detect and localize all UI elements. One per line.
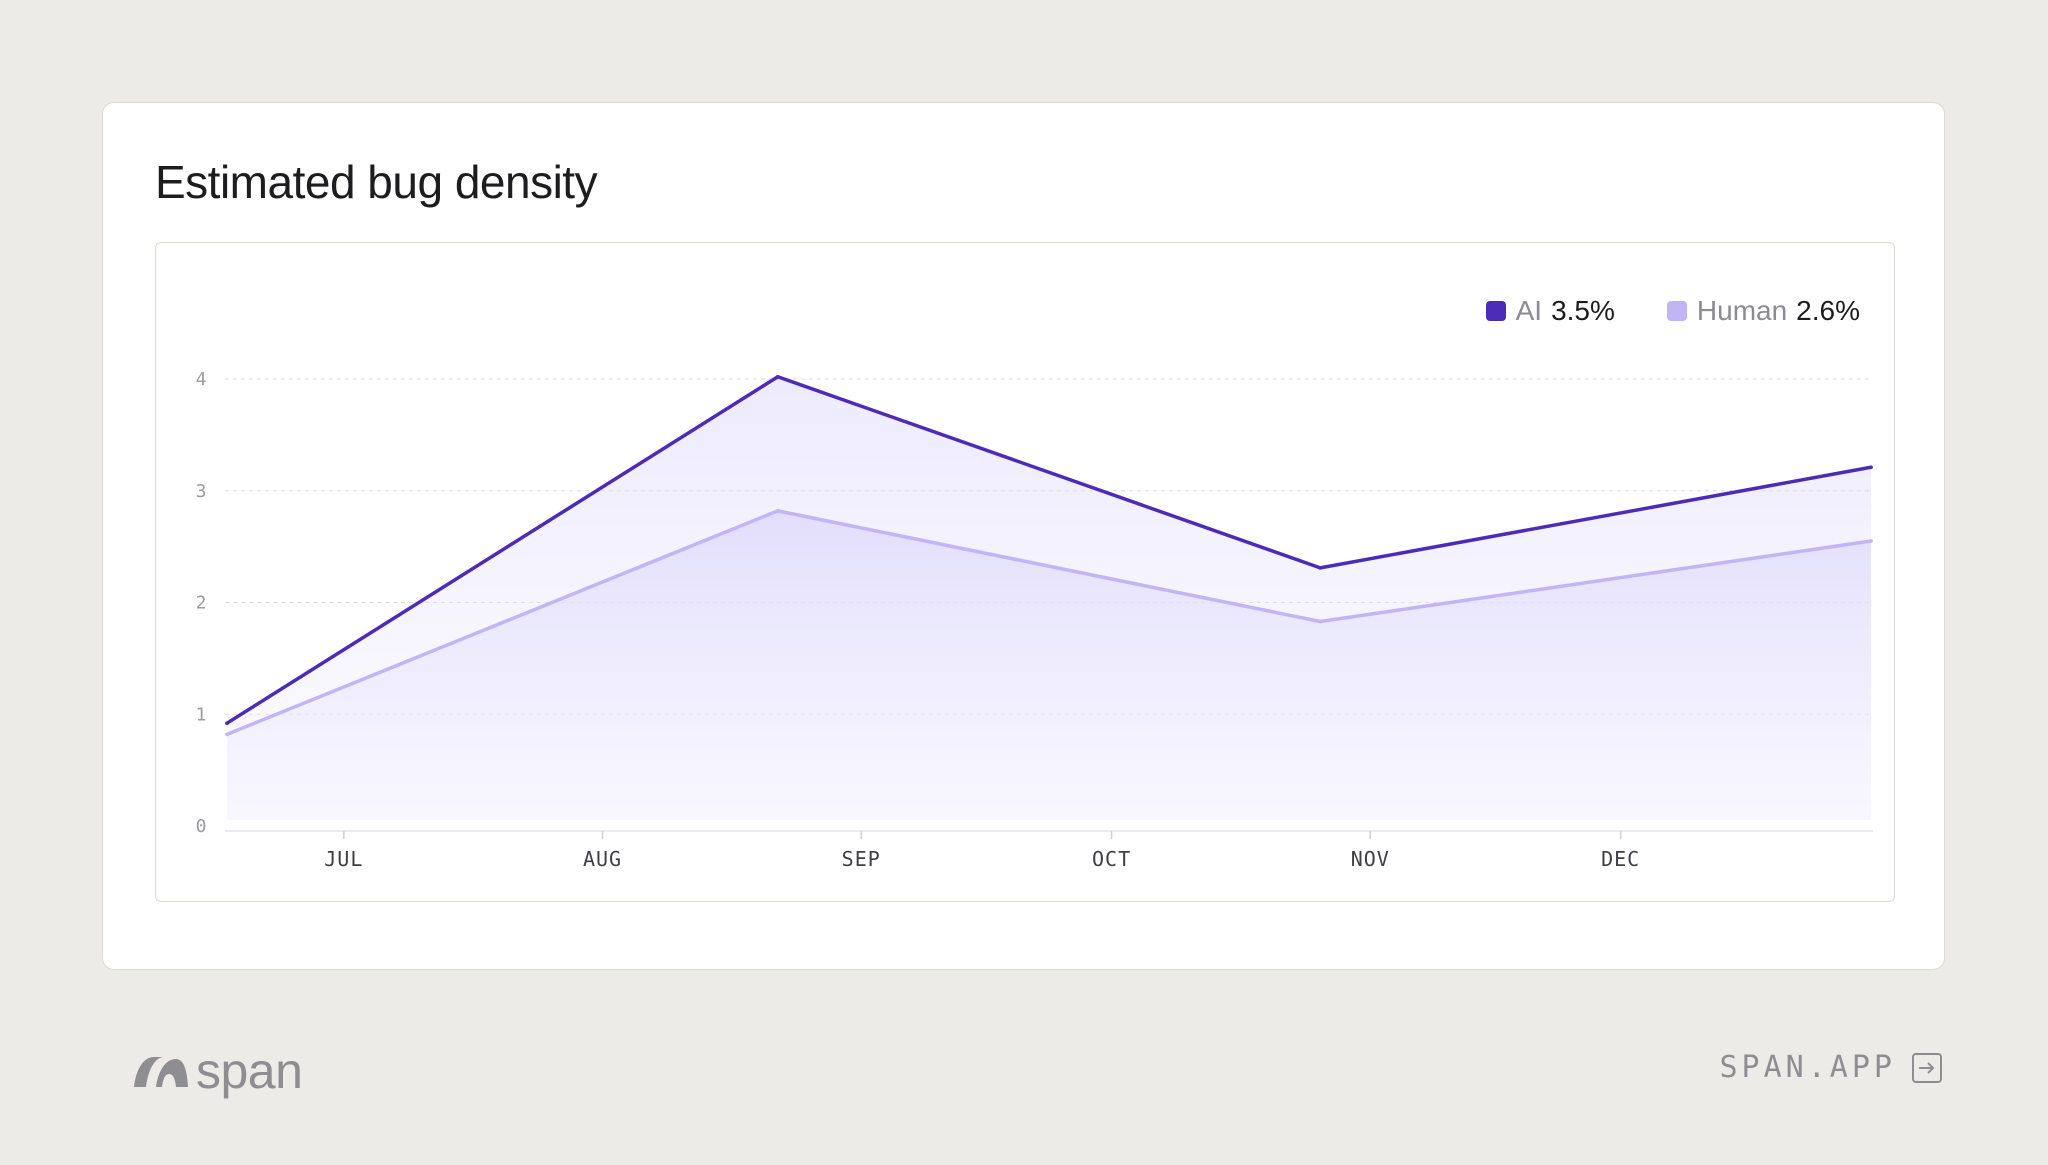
legend-label-ai: AI [1515, 295, 1543, 326]
y-tick-label-2: 2 [196, 593, 207, 614]
x-tick-label-dec: DEC [1601, 847, 1640, 871]
x-tick-label-nov: NOV [1351, 847, 1390, 871]
y-tick-label-1: 1 [196, 704, 207, 725]
area-human [227, 510, 1871, 820]
legend-item-ai[interactable]: AI 3.5% [1485, 295, 1615, 327]
data-point-ai-0 [225, 721, 229, 725]
x-tick-label-aug: AUG [583, 847, 622, 871]
series-line-ai [225, 375, 1873, 725]
site-link[interactable]: SPAN.APP [1719, 1050, 1942, 1085]
legend-swatch-human [1666, 301, 1687, 321]
data-point-ai-3 [1869, 465, 1873, 470]
external-link-icon [1912, 1052, 1942, 1083]
series-line-human [225, 509, 1873, 737]
y-tick-label-4: 4 [196, 369, 207, 390]
x-tick-label-sep: SEP [842, 847, 881, 871]
data-point-human-2 [1318, 619, 1323, 624]
data-point-ai-1 [775, 374, 780, 379]
span-logo-icon [134, 1057, 188, 1087]
x-tick-label-oct: OCT [1092, 847, 1131, 871]
x-tick-label-jul: JUL [324, 847, 363, 871]
y-tick-label-0: 0 [196, 816, 207, 837]
chart-card: Estimated bug density 0 1 2 3 4 JUL AUG SEP OCT N… [102, 102, 1945, 970]
legend-label-human: Human [1696, 295, 1788, 326]
legend-item-human[interactable]: Human 2.6% [1666, 295, 1860, 327]
legend-value-human: 2.6% [1796, 295, 1860, 326]
legend-swatch-ai [1485, 301, 1506, 321]
data-point-human-3 [1869, 539, 1873, 543]
site-url: SPAN.APP [1719, 1050, 1896, 1085]
legend-value-ai: 3.5% [1551, 295, 1615, 326]
data-point-human-1 [775, 509, 780, 513]
brand-name: span [196, 1043, 303, 1099]
data-point-ai-2 [1318, 566, 1323, 570]
brand[interactable]: span [132, 1042, 303, 1100]
chart-frame: 0 1 2 3 4 JUL AUG SEP OCT NOV DEC AI 3.5% Human 2.… [155, 242, 1895, 902]
chart-title: Estimated bug density [155, 156, 598, 208]
line-chart: 0 1 2 3 4 JUL AUG SEP OCT NOV DEC [196, 369, 1873, 871]
data-point-human-0 [225, 732, 229, 737]
y-tick-label-3: 3 [196, 481, 207, 502]
chart-legend: AI 3.5% Human 2.6% [1485, 295, 1860, 327]
